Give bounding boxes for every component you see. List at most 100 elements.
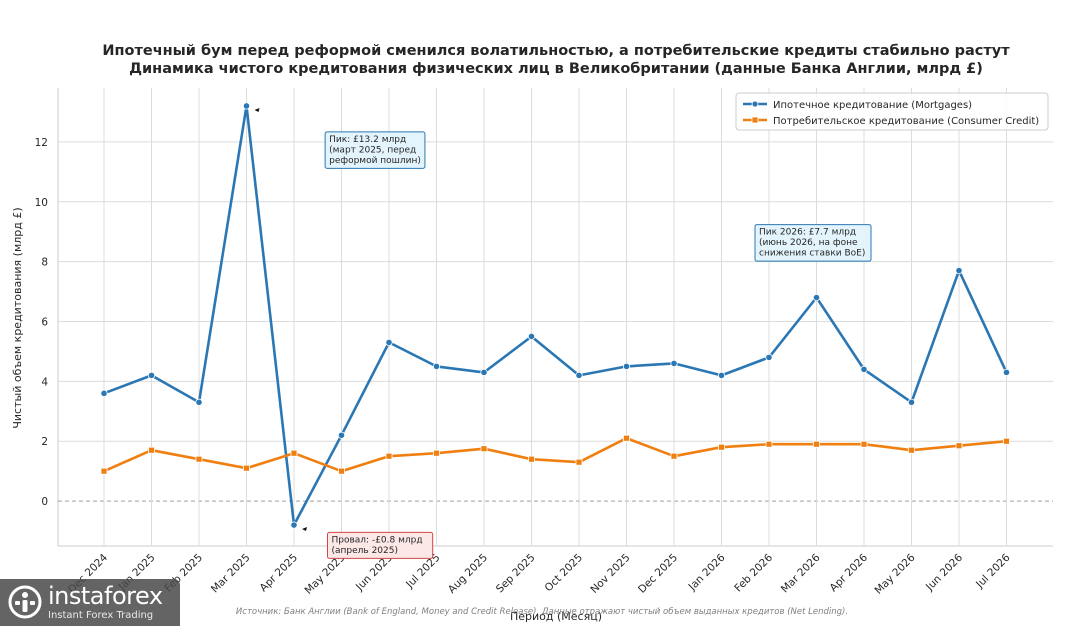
annotations: Пик: £13.2 млрд(март 2025, передреформой…: [254, 107, 951, 559]
legend-marker-consumer: [751, 116, 759, 124]
data-point: [290, 521, 298, 529]
annotation-arrowhead: [254, 107, 260, 112]
x-tick-label: Dec 2025: [636, 552, 680, 596]
data-point: [528, 455, 535, 463]
data-point: [242, 102, 251, 110]
x-tick-label: Mar 2026: [779, 551, 823, 595]
data-point: [622, 362, 631, 370]
data-point: [670, 359, 678, 367]
x-tick-label: Jun 2026: [923, 551, 965, 593]
legend-label-consumer: Потребительское кредитование (Consumer C…: [773, 116, 1039, 127]
data-point: [243, 464, 250, 472]
data-point: [955, 267, 963, 275]
instaforex-logo-icon: [8, 585, 42, 619]
data-point: [337, 431, 346, 439]
data-point: [1003, 437, 1010, 445]
annotation-text: Пик 2026: £7.7 млрд: [759, 228, 856, 238]
data-point: [718, 443, 725, 451]
x-tick-label: Mar 2025: [209, 552, 253, 596]
annotation-text: (апрель 2025): [332, 546, 399, 556]
x-tick-label: Jan 2026: [686, 551, 728, 593]
annotation-text: снижения ставки BoE): [759, 249, 865, 259]
legend-marker-mortgages: [751, 100, 759, 108]
data-point: [575, 371, 583, 379]
y-tick-label: 0: [41, 496, 48, 508]
plot-area: [57, 88, 1053, 547]
legend-label-mortgages: Ипотечное кредитование (Mortgages): [773, 100, 972, 111]
series-mortgages: [100, 102, 1011, 529]
x-tick-label: Aug 2025: [446, 552, 490, 596]
y-tick-label: 10: [35, 197, 48, 209]
data-point: [623, 434, 630, 442]
annotation-box: [327, 531, 434, 559]
annotation-text: Пик: £13.2 млрд: [329, 135, 406, 145]
footnote: Источник: Банк Англии (Bank of England, …: [236, 607, 848, 617]
data-point: [148, 446, 155, 454]
data-point: [385, 338, 393, 347]
data-point: [575, 458, 583, 466]
data-point: [907, 398, 916, 406]
annotation-box: [754, 224, 872, 262]
x-axis-label: Период (Месяц): [510, 610, 602, 623]
annotation: Провал: -£0.8 млрд(апрель 2025): [302, 527, 434, 559]
legend-box: [735, 92, 1049, 131]
annotation-arrowhead: [302, 527, 307, 532]
data-point: [290, 449, 298, 457]
x-tick-label: Jul 2026: [973, 551, 1013, 591]
data-point: [670, 452, 678, 460]
y-tick-label: 2: [41, 436, 48, 448]
chart-title: Ипотечный бум перед реформой сменился во…: [102, 43, 1010, 59]
chart-subtitle: Динамика чистого кредитования физических…: [129, 61, 983, 77]
y-axis: 0 2 4 6 8 10 12: [35, 137, 49, 508]
data-point: [480, 368, 488, 376]
x-tick-label: Feb 2026: [732, 551, 775, 594]
plot-background: [58, 88, 1053, 546]
x-tick-label: Nov 2025: [588, 552, 632, 596]
watermark: instaforex Instant Forex Trading: [0, 579, 180, 626]
annotation-box: [324, 131, 426, 169]
data-point: [338, 467, 345, 475]
data-point: [147, 371, 156, 379]
data-point: [812, 293, 821, 302]
x-tick-label: Oct 2025: [543, 552, 586, 595]
series-consumer-credit: [100, 434, 1010, 475]
data-point: [432, 362, 441, 370]
x-tick-label: Apr 2025: [258, 552, 301, 595]
x-tick-label: Sep 2025: [494, 552, 538, 596]
y-tick-label: 12: [35, 137, 48, 149]
data-point: [385, 452, 393, 460]
series-line: [102, 436, 1008, 473]
data-point: [100, 389, 108, 397]
data-point: [860, 440, 868, 448]
y-tick-label: 8: [41, 257, 48, 269]
series-line: [102, 104, 1008, 527]
data-point: [717, 371, 726, 379]
data-point: [195, 398, 203, 406]
annotation-text: Провал: -£0.8 млрд: [332, 535, 423, 545]
annotation: Пик 2026: £7.7 млрд(июнь 2026, на фонесн…: [754, 224, 951, 272]
data-point: [765, 440, 773, 448]
data-point: [1002, 368, 1011, 376]
data-point: [100, 467, 108, 475]
y-axis-label: Чистый объем кредитования (млрд £): [11, 207, 24, 428]
data-point: [908, 446, 915, 454]
legend: Ипотечное кредитование (Mortgages) Потре…: [735, 92, 1049, 131]
data-point: [527, 332, 536, 341]
y-tick-label: 4: [41, 376, 48, 388]
data-point: [955, 442, 963, 450]
annotation-text: (март 2025, перед: [329, 145, 416, 155]
watermark-tagline: Instant Forex Trading: [48, 610, 154, 621]
watermark-name: instaforex: [48, 582, 163, 610]
data-point: [813, 440, 820, 448]
x-axis: Dec 2024 Jan 2025 Feb 2025 Mar 2025 Apr 2025…: [66, 551, 1013, 596]
data-point: [480, 445, 488, 453]
data-point: [433, 449, 440, 457]
x-tick-label: Apr 2026: [828, 551, 871, 594]
data-point: [195, 455, 203, 463]
data-point: [860, 365, 868, 373]
annotation-text: реформой пошлин): [329, 156, 421, 166]
annotation: Пик: £13.2 млрд(март 2025, передреформой…: [254, 107, 426, 169]
annotation-text: (июнь 2026, на фоне: [759, 238, 858, 248]
x-tick-label: May 2026: [873, 551, 918, 596]
